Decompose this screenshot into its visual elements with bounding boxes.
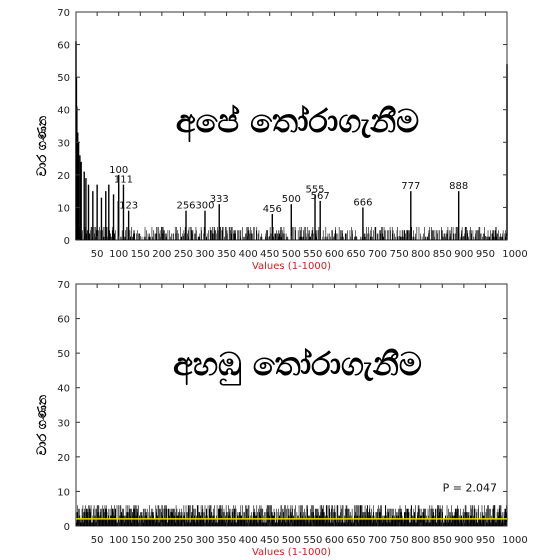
x-tick-label: 900 (454, 249, 473, 260)
y-tick-label: 10 (57, 203, 70, 214)
x-tick-label: 450 (260, 535, 279, 546)
x-tick-label: 200 (152, 249, 171, 260)
y-tick-label: 10 (57, 487, 70, 498)
x-tick-label: 850 (433, 249, 452, 260)
x-tick-label: 400 (239, 249, 258, 260)
y-tick-label: 0 (64, 522, 70, 533)
bar-label: 666 (353, 197, 372, 208)
y-tick-label: 70 (57, 280, 70, 291)
x-tick-label: 800 (411, 535, 430, 546)
bar-label: 123 (119, 201, 138, 212)
x-tick-label: 550 (303, 249, 322, 260)
x-tick-label: 150 (131, 535, 150, 546)
reference-line-label: P = 2.047 (443, 481, 497, 494)
x-tick-label: 950 (476, 535, 495, 546)
x-tick-label: 600 (325, 535, 344, 546)
y-tick-label: 20 (57, 171, 70, 182)
x-tick-label: 50 (91, 249, 104, 260)
y-tick-label: 30 (57, 418, 70, 429)
x-tick-label: 500 (282, 535, 301, 546)
bar-label: 100 (109, 165, 128, 176)
y-tick-label: 60 (57, 41, 70, 52)
x-axis-label: Values (1-1000) (252, 547, 331, 558)
y-tick-label: 40 (57, 384, 70, 395)
y-tick-label: 50 (57, 349, 70, 360)
x-tick-label: 50 (91, 535, 104, 546)
y-tick-label: 50 (57, 73, 70, 84)
y-axis-label: වාර ගණන (35, 394, 50, 455)
x-tick-label: 300 (195, 535, 214, 546)
x-tick-label: 800 (411, 249, 430, 260)
bar-label: 888 (449, 181, 468, 192)
x-tick-label: 750 (390, 249, 409, 260)
y-tick-label: 60 (57, 315, 70, 326)
x-tick-label: 950 (476, 249, 495, 260)
y-tick-label: 40 (57, 106, 70, 117)
bar-label: 256 (176, 201, 195, 212)
bar-label: 456 (263, 204, 282, 215)
x-tick-label: 300 (195, 249, 214, 260)
x-tick-label: 450 (260, 249, 279, 260)
x-tick-label: 200 (152, 535, 171, 546)
chart-title: අහඹු තෝරාගැනීම (173, 345, 422, 386)
x-tick-label: 550 (303, 535, 322, 546)
plot-area (75, 283, 508, 527)
x-tick-label: 750 (390, 535, 409, 546)
x-tick-label: 100 (109, 535, 128, 546)
x-tick-label: 100 (109, 249, 128, 260)
x-tick-label: 250 (174, 535, 193, 546)
x-tick-label: 900 (454, 535, 473, 546)
x-tick-label: 850 (433, 535, 452, 546)
background-bars (76, 226, 508, 240)
x-tick-label: 1000 (502, 535, 527, 546)
y-tick-label: 20 (57, 453, 70, 464)
bar-label: 555 (305, 184, 324, 195)
chart-title: අපේ තෝරාගැනීම (176, 102, 419, 143)
x-tick-label: 1000 (502, 249, 527, 260)
y-tick-label: 70 (57, 8, 70, 19)
plot-area (75, 11, 508, 241)
x-tick-label: 150 (131, 249, 150, 260)
y-axis-label: වාර ගණන (35, 115, 50, 176)
x-tick-label: 350 (217, 535, 236, 546)
y-tick-label: 0 (64, 236, 70, 247)
x-tick-label: 350 (217, 249, 236, 260)
x-tick-label: 650 (346, 535, 365, 546)
x-tick-label: 250 (174, 249, 193, 260)
x-axis-label: Values (1-1000) (252, 261, 331, 272)
x-tick-label: 400 (239, 535, 258, 546)
x-tick-label: 500 (282, 249, 301, 260)
bar-label: 500 (282, 194, 301, 205)
x-tick-label: 600 (325, 249, 344, 260)
bar-label: 111 (114, 175, 133, 186)
x-tick-label: 700 (368, 249, 387, 260)
x-tick-label: 700 (368, 535, 387, 546)
bar-label: 300 (195, 201, 214, 212)
bar-label: 777 (401, 181, 420, 192)
bottom-chart-panel: P = 2.047 0 10 20 30 40 50 60 70 50 100 150 200 250 30… (35, 280, 528, 558)
x-tick-label: 650 (346, 249, 365, 260)
y-tick-label: 30 (57, 138, 70, 149)
bar-label: 333 (210, 194, 229, 205)
bar-label: 567 (311, 191, 330, 202)
